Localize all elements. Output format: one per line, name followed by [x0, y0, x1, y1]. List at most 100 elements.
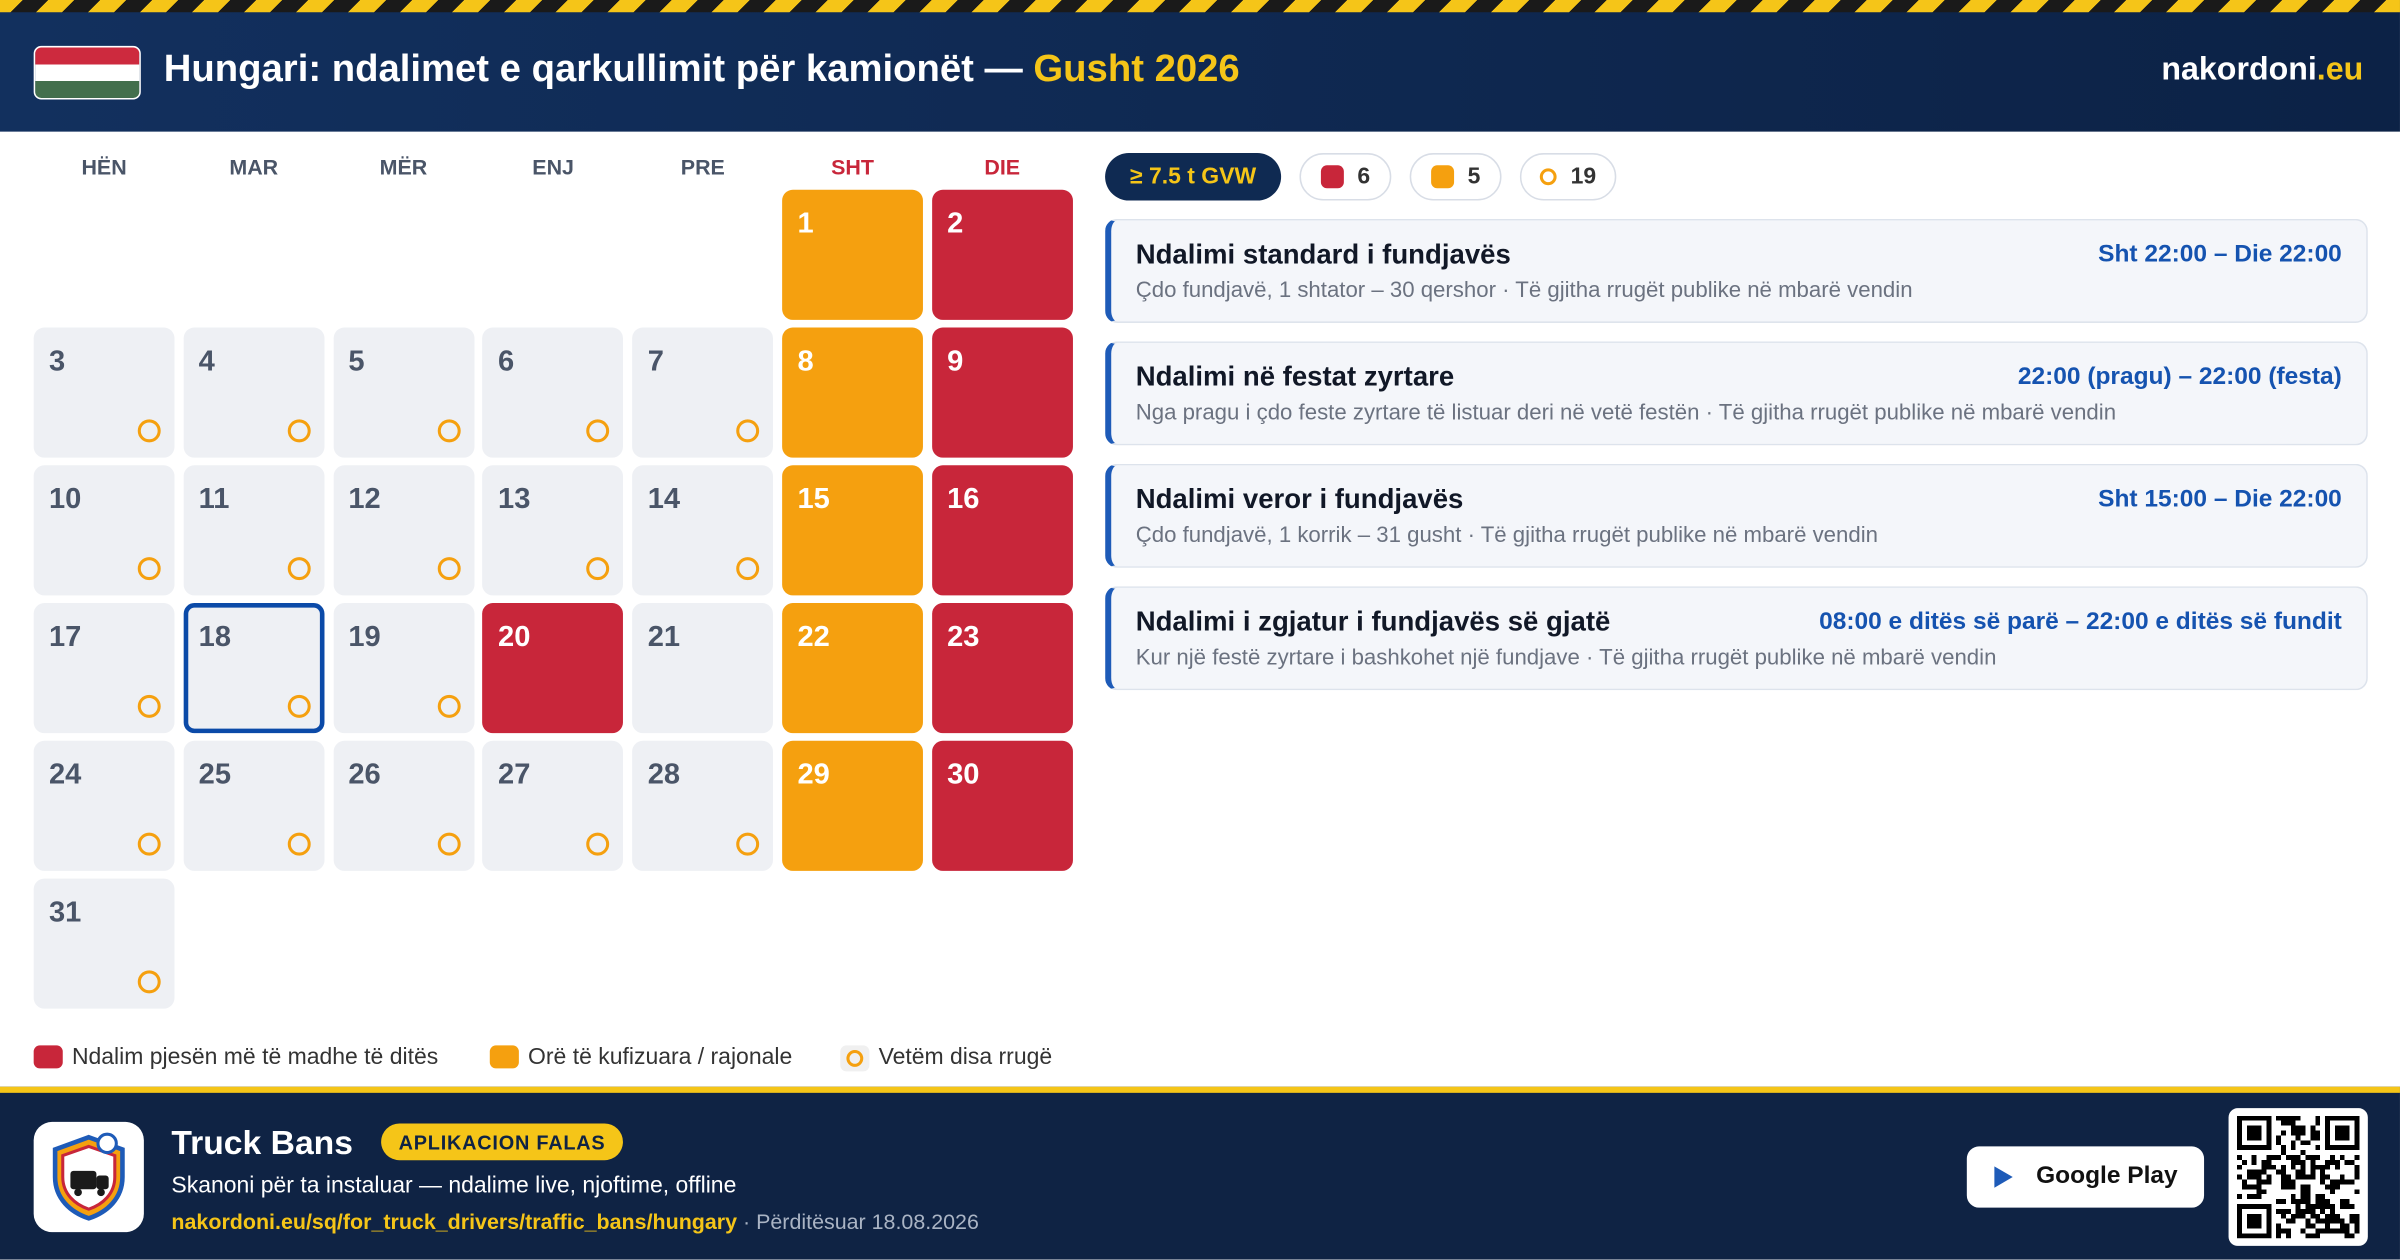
partial-roads-marker — [287, 832, 311, 856]
store-label: Google Play — [2036, 1163, 2178, 1190]
qr-module — [2251, 1159, 2257, 1165]
qr-module — [2256, 1194, 2262, 1200]
day-number: 18 — [198, 621, 232, 654]
day-number: 4 — [198, 345, 215, 379]
weekday-label: PRE — [680, 154, 725, 180]
qr-module — [2276, 1140, 2282, 1146]
qr-module — [2305, 1194, 2311, 1200]
qr-module — [2325, 1228, 2331, 1234]
qr-module — [2305, 1154, 2311, 1160]
qr-module — [2295, 1199, 2301, 1204]
count-swatch — [1540, 168, 1557, 186]
legend-swatch — [33, 1045, 63, 1069]
qr-module — [2266, 1174, 2272, 1180]
qr-module — [2236, 1194, 2242, 1200]
day-cell: 15 — [782, 465, 923, 596]
title: Hungari: ndalimet e qarkullimit për kami… — [164, 47, 1240, 91]
qr-module — [2339, 1154, 2345, 1160]
qr-module — [2310, 1154, 2316, 1160]
partial-roads-marker — [437, 832, 461, 856]
qr-module — [2310, 1135, 2316, 1141]
qr-module — [2290, 1179, 2296, 1185]
day-number: 2 — [947, 208, 964, 241]
qr-module — [2315, 1154, 2321, 1160]
qr-module — [2310, 1203, 2316, 1209]
qr-module — [2315, 1115, 2321, 1121]
day-cell: 19 — [333, 603, 474, 734]
rule-card: Ndalimi në festat zyrtare 22:00 (pragu) –… — [1105, 341, 2368, 446]
day-number: 19 — [348, 621, 381, 654]
qr-module — [2354, 1189, 2360, 1195]
day-cell: 10 — [33, 465, 175, 596]
qr-module — [2334, 1213, 2340, 1219]
qr-module — [2310, 1208, 2316, 1214]
weekday-label: MËR — [379, 154, 428, 180]
qr-module — [2334, 1218, 2340, 1224]
qr-module — [2276, 1154, 2282, 1160]
day-cell: 24 — [33, 740, 175, 871]
day-number: 29 — [797, 759, 830, 792]
qr-code — [2228, 1108, 2368, 1246]
qr-module — [2305, 1189, 2311, 1195]
qr-module — [2290, 1140, 2296, 1146]
qr-module — [2241, 1184, 2247, 1190]
qr-module — [2344, 1228, 2350, 1234]
qr-module — [2285, 1218, 2291, 1224]
qr-module — [2295, 1125, 2301, 1131]
qr-module — [2281, 1164, 2286, 1170]
qr-module — [2300, 1159, 2306, 1165]
qr-module — [2276, 1115, 2282, 1121]
qr-module — [2285, 1154, 2291, 1160]
rule-time: Sht 15:00 – Die 22:00 — [2098, 486, 2342, 513]
legend-ring — [846, 1049, 864, 1067]
qr-module — [2295, 1169, 2301, 1175]
qr-module — [2251, 1194, 2257, 1200]
qr-module — [2344, 1159, 2350, 1165]
day-cell: 11 — [183, 465, 325, 596]
day-cell: 26 — [333, 740, 474, 871]
day-cell: 31 — [33, 878, 175, 1009]
count-value: 5 — [1467, 163, 1481, 190]
qr-module — [2246, 1174, 2252, 1180]
day-cell: 16 — [931, 465, 1073, 596]
qr-module — [2325, 1184, 2331, 1190]
count-swatch — [1430, 165, 1454, 189]
qr-module — [2325, 1199, 2331, 1204]
qr-module — [2261, 1164, 2267, 1170]
brand: nakordoni.eu — [2161, 52, 2363, 89]
qr-module — [2300, 1164, 2306, 1170]
day-number: 3 — [48, 345, 66, 379]
qr-module — [2305, 1233, 2311, 1239]
qr-module — [2310, 1164, 2316, 1170]
qr-module — [2271, 1164, 2277, 1170]
qr-module — [2251, 1169, 2257, 1175]
day-cell: 4 — [183, 327, 325, 458]
day-cell: 20 — [482, 603, 624, 734]
partial-roads-marker — [736, 832, 760, 856]
legend-label: Vetëm disa rrugë — [878, 1043, 1053, 1070]
qr-module — [2315, 1194, 2321, 1200]
qr-module — [2320, 1179, 2326, 1185]
qr-module — [2315, 1135, 2321, 1141]
qr-module — [2315, 1228, 2321, 1234]
title-text: Hungari: ndalimet e qarkullimit për kami… — [163, 47, 1023, 91]
hazard-stripe — [0, 0, 2400, 13]
qr-module — [2281, 1120, 2286, 1126]
qr-module — [2315, 1233, 2321, 1239]
partial-roads-marker — [437, 694, 461, 718]
qr-module — [2281, 1130, 2286, 1136]
qr-module — [2246, 1184, 2252, 1190]
store-button[interactable]: Google Play — [1966, 1146, 2205, 1208]
qr-module — [2290, 1120, 2296, 1126]
day-number: 11 — [198, 483, 230, 516]
qr-module — [2334, 1179, 2340, 1185]
qr-module — [2261, 1169, 2267, 1175]
rule-title: Ndalimi veror i fundjavës — [1135, 483, 1464, 515]
qr-module — [2339, 1199, 2345, 1204]
day-cell: 7 — [632, 327, 774, 458]
qr-module — [2325, 1223, 2331, 1229]
day-number: 15 — [797, 483, 830, 516]
rule-description: Çdo fundjavë, 1 shtator – 30 qershor · T… — [1135, 278, 1913, 304]
footer-url[interactable]: nakordoni.eu/sq/for_truck_drivers/traffi… — [171, 1209, 738, 1234]
